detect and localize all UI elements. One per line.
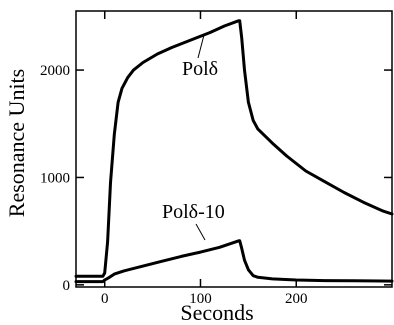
series-line-1 (74, 239, 394, 284)
annotations: Polδ Polδ-10 (162, 34, 225, 241)
series-group (74, 19, 394, 284)
annotation-leader (197, 34, 205, 59)
y-tick-label: 1000 (40, 170, 70, 186)
annotation-leader (195, 223, 206, 241)
y-tick-label: 0 (63, 278, 71, 294)
annotation-label: Polδ-10 (162, 201, 225, 223)
x-tick-label: 100 (189, 291, 212, 307)
x-tick-label: 200 (285, 291, 308, 307)
plot-frame (75, 10, 393, 288)
annotation-label: Polδ (182, 58, 218, 80)
x-axis-title: Seconds (180, 300, 253, 325)
y-axis-title: Resonance Units (4, 69, 29, 217)
series-line-0 (74, 19, 394, 278)
x-tick-label: 0 (101, 291, 109, 307)
y-tick-label: 2000 (40, 63, 70, 79)
